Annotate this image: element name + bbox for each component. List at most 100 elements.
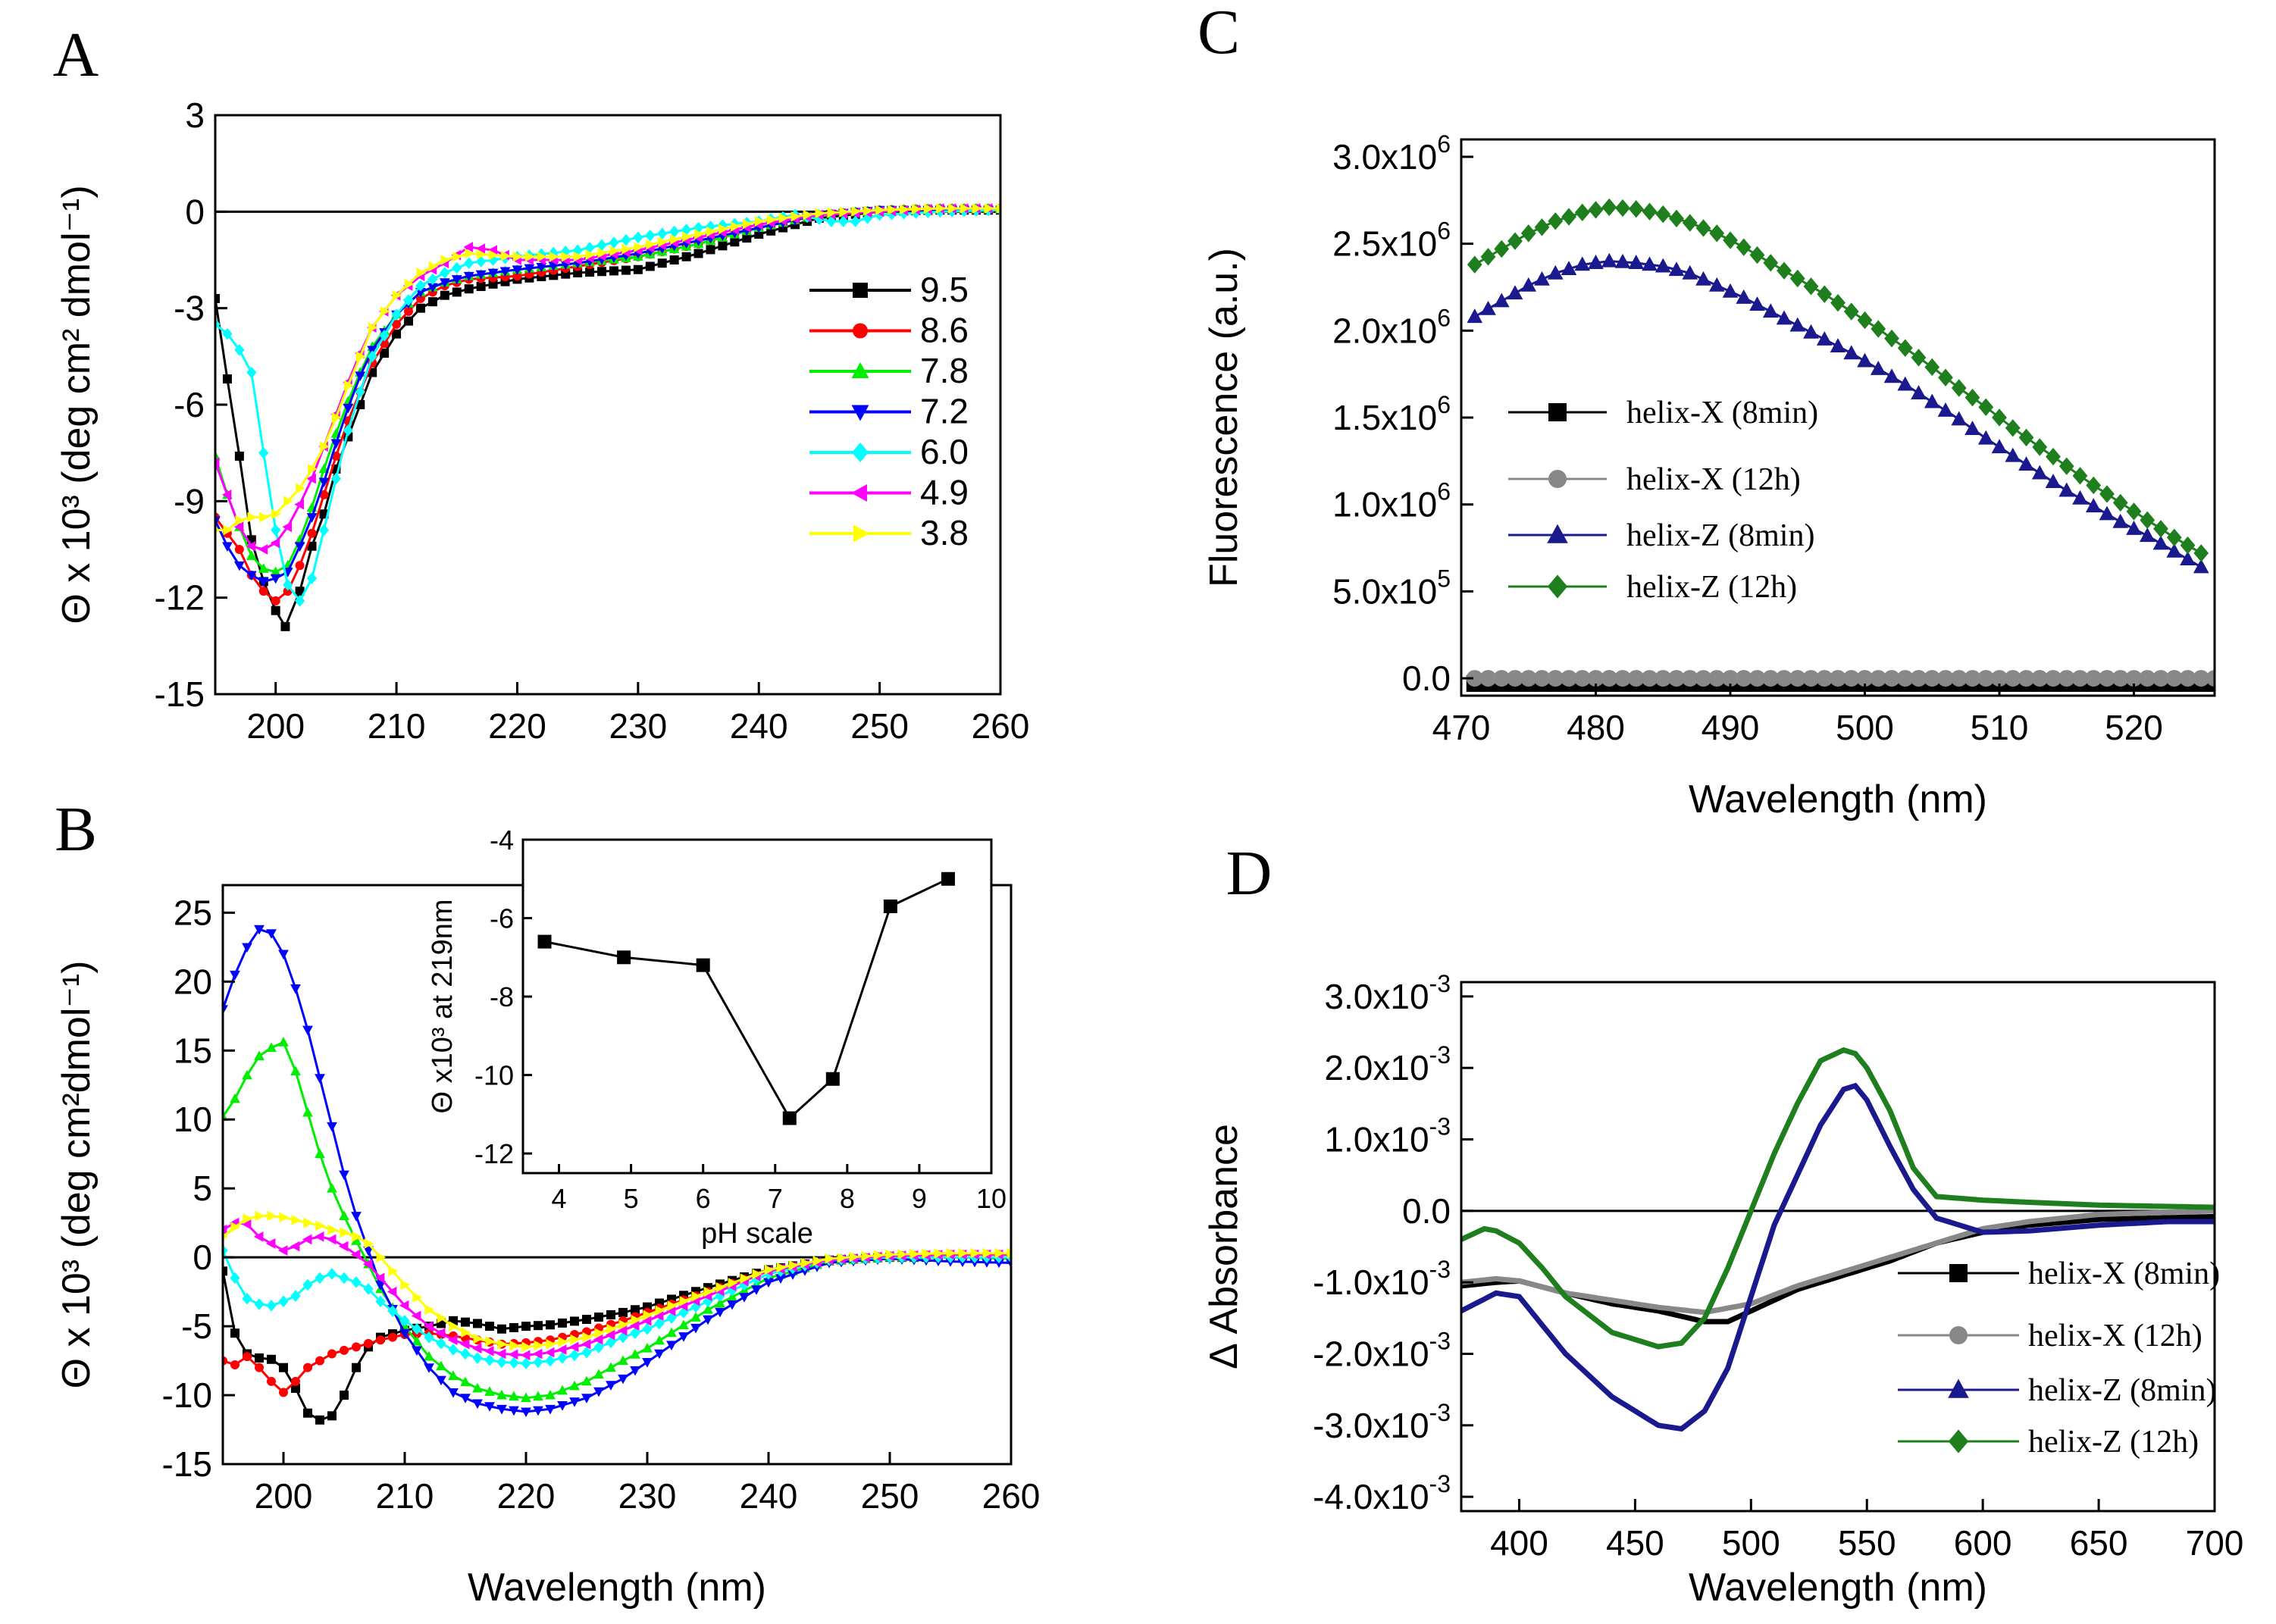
data-point (715, 1297, 725, 1308)
y-tick-label: -15 (155, 674, 205, 714)
data-point (2086, 476, 2102, 495)
data-point (585, 249, 596, 261)
data-point (897, 1249, 908, 1260)
x-tick-label: 650 (2070, 1523, 2128, 1563)
data-point (352, 1342, 361, 1352)
data-point (424, 1350, 434, 1361)
data-point (465, 248, 474, 259)
data-point (739, 1293, 750, 1303)
data-point (246, 540, 256, 552)
data-point (223, 524, 233, 536)
data-point (2099, 505, 2115, 521)
panel-letter: B (55, 794, 97, 865)
data-point (1507, 670, 1523, 687)
data-point (1749, 246, 1765, 264)
legend-marker (851, 484, 867, 502)
data-point (678, 1332, 689, 1342)
data-point (415, 293, 425, 303)
data-point (606, 1381, 616, 1391)
data-point (488, 279, 498, 289)
data-point (485, 1322, 494, 1331)
inset-x-tick-label: 8 (840, 1183, 855, 1214)
data-point (234, 451, 244, 461)
data-point (560, 246, 571, 258)
data-point (484, 1402, 495, 1412)
data-point (1884, 329, 1899, 348)
y-tick-label: 5 (193, 1169, 212, 1208)
panel-d: D 400 450 500 550 600 650 700 3.0x10-3 2.0x10-3 1.… (1202, 838, 2243, 1610)
data-point (1870, 670, 1887, 687)
data-point (258, 587, 268, 596)
data-point (472, 1399, 483, 1410)
data-point (340, 1227, 350, 1238)
data-point (1735, 670, 1752, 687)
data-point (2180, 536, 2196, 555)
y-tick-label: 2.0x10-3 (1324, 1041, 1451, 1087)
data-point (629, 1320, 640, 1331)
data-point (2031, 465, 2048, 480)
data-point (2058, 482, 2075, 497)
data-point (460, 1376, 471, 1387)
data-point (1467, 308, 1483, 324)
data-point (1534, 218, 1550, 236)
data-point (315, 1415, 324, 1425)
x-tick-label: 240 (740, 1476, 798, 1516)
data-point (230, 1272, 240, 1284)
data-point (379, 329, 390, 342)
legend-label: helix-Z (8min) (1626, 518, 1814, 553)
data-point (630, 1349, 640, 1359)
data-point (2126, 521, 2142, 535)
data-point (294, 542, 305, 552)
data-point (935, 203, 946, 214)
data-point (1937, 402, 1954, 417)
data-point (278, 1037, 289, 1047)
data-point (1911, 385, 1927, 399)
legend-label: helix-X (8min) (1626, 396, 1818, 430)
data-point (1655, 670, 1672, 687)
data-point (812, 1255, 823, 1266)
data-point (863, 212, 873, 224)
series-3.8 (215, 203, 1000, 536)
data-point (243, 1352, 252, 1362)
data-point (258, 544, 268, 555)
data-point (2018, 428, 2034, 447)
data-point (742, 218, 753, 230)
data-point (1561, 670, 1577, 687)
data-point (558, 1336, 568, 1347)
data-point (427, 283, 438, 293)
data-point (1681, 670, 1698, 687)
y-tick-label: 20 (174, 962, 212, 1001)
data-point (319, 490, 329, 499)
data-point (424, 1304, 435, 1316)
data-point (1601, 198, 1617, 217)
data-point (751, 1285, 762, 1295)
data-point (1547, 670, 1564, 687)
data-point (1548, 212, 1564, 230)
data-point (461, 1327, 471, 1338)
data-point (499, 267, 511, 277)
data-point (290, 984, 301, 994)
data-point (1614, 670, 1631, 687)
data-point (573, 268, 583, 277)
x-tick-label: 260 (982, 1476, 1041, 1516)
data-point (669, 225, 680, 238)
data-point (472, 1382, 483, 1393)
data-point (703, 1286, 714, 1297)
data-point (363, 1283, 374, 1295)
data-point (1803, 277, 1819, 296)
data-point (448, 1370, 459, 1380)
data-point (666, 1327, 677, 1338)
data-point (440, 290, 449, 300)
x-tick-label: 210 (368, 706, 426, 746)
data-point (581, 1375, 592, 1386)
data-point (715, 1307, 725, 1318)
data-point (509, 1406, 519, 1416)
data-point (1777, 261, 1792, 280)
data-point (521, 1357, 531, 1370)
legend-label: 7.2 (920, 392, 969, 431)
data-point (291, 1215, 302, 1225)
data-point (318, 477, 330, 488)
data-point (2139, 670, 2156, 687)
data-point (2072, 467, 2088, 485)
data-point (1883, 670, 1900, 687)
